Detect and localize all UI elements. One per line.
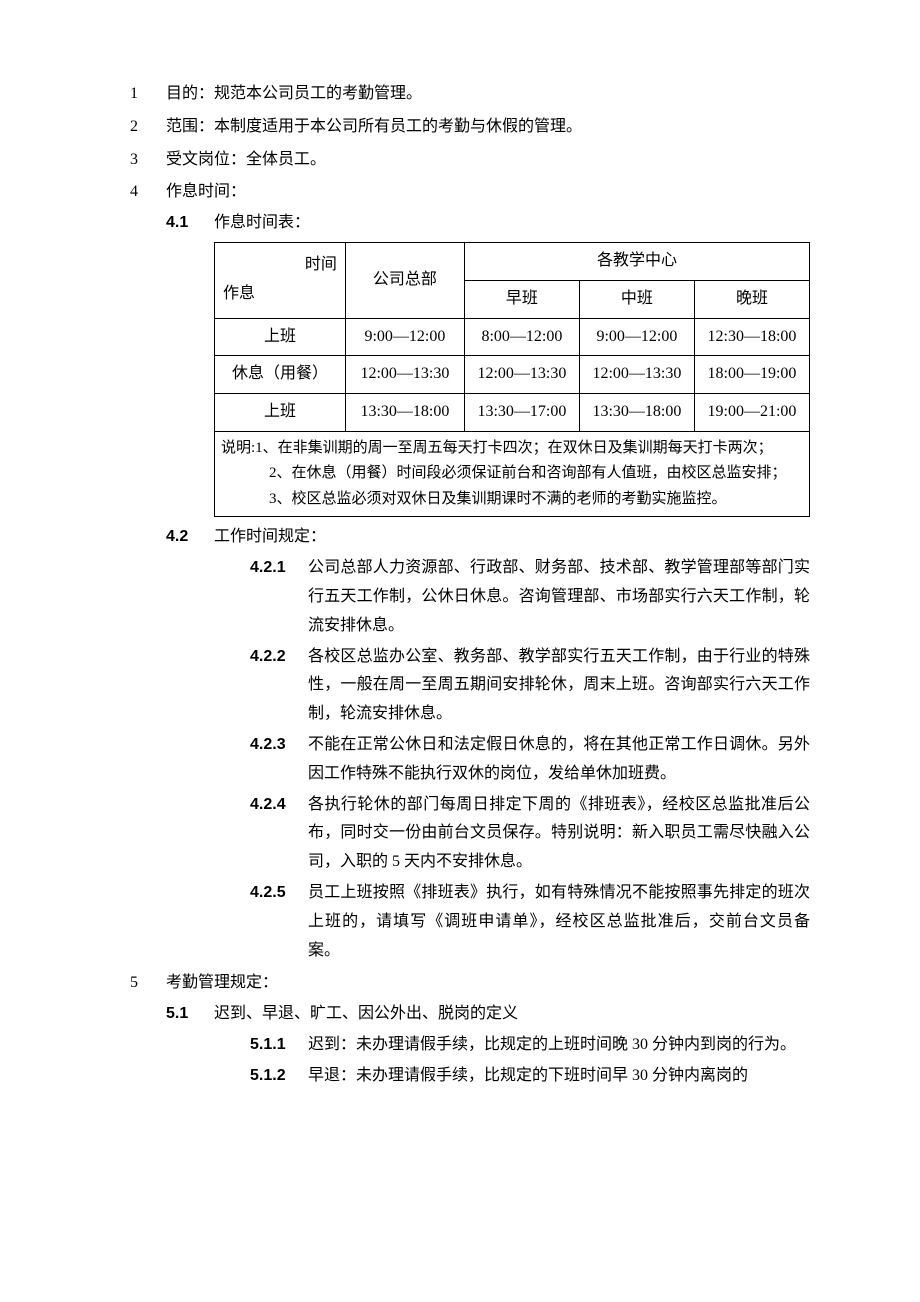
item-4-2: 4.2 工作时间规定： 4.2.1 公司总部人力资源部、行政部、财务部、技术部、… <box>166 523 810 965</box>
cell: 12:30—18:00 <box>694 318 809 356</box>
sub-label: 迟到、早退、旷工、因公外出、脱岗的定义 <box>214 1005 518 1022</box>
table-row: 上班 9:00—12:00 8:00—12:00 9:00—12:00 12:3… <box>215 318 810 356</box>
sub2-text: 不能在正常公休日和法定假日休息的，将在其他正常工作日调休。另外因工作特殊不能执行… <box>308 731 810 789</box>
row-name: 休息（用餐） <box>215 356 346 394</box>
cell: 9:00—12:00 <box>579 318 694 356</box>
sub-content: 工作时间规定： 4.2.1 公司总部人力资源部、行政部、财务部、技术部、教学管理… <box>214 523 810 965</box>
item-4-2-2: 4.2.2 各校区总监办公室、教务部、教学部实行五天工作制，由于行业的特殊性，一… <box>250 643 810 729</box>
diag-top: 时间 <box>223 251 337 280</box>
sub2-text: 公司总部人力资源部、行政部、财务部、技术部、教学管理部等部门实行五天工作制，公休… <box>308 554 810 640</box>
sub-number: 4.1 <box>166 209 214 521</box>
diag-bot: 作息 <box>223 280 337 309</box>
diagonal-header: 时间 作息 <box>215 242 346 318</box>
cell: 19:00—21:00 <box>694 394 809 432</box>
sub2-number: 4.2.5 <box>250 879 308 965</box>
item-4-2-3: 4.2.3 不能在正常公休日和法定假日休息的，将在其他正常工作日调休。另外因工作… <box>250 731 810 789</box>
table-row: 说明:1、在非集训期的周一至周五每天打卡四次；在双休日及集训期每天打卡两次； 2… <box>215 431 810 517</box>
item-number: 3 <box>130 146 166 175</box>
item-content: 作息时间： 4.1 作息时间表： 时间 作息 公司总部 各教学中心 <box>166 178 810 965</box>
sub2-number: 5.1.1 <box>250 1031 308 1060</box>
cell: 12:00—13:30 <box>579 356 694 394</box>
col-shift: 中班 <box>579 280 694 318</box>
item-number: 2 <box>130 113 166 142</box>
cell: 13:30—18:00 <box>345 394 464 432</box>
item-5-1-2: 5.1.2 早退：未办理请假手续，比规定的下班时间早 30 分钟内离岗的 <box>250 1062 810 1091</box>
sub2-number: 4.2.1 <box>250 554 308 640</box>
col-hq: 公司总部 <box>345 242 464 318</box>
item-4-2-4: 4.2.4 各执行轮休的部门每周日排定下周的《排班表》，经校区总监批准后公布，同… <box>250 791 810 877</box>
table-row: 休息（用餐） 12:00—13:30 12:00—13:30 12:00—13:… <box>215 356 810 394</box>
item-content: 范围：本制度适用于本公司所有员工的考勤与休假的管理。 <box>166 113 810 142</box>
sub2-number: 5.1.2 <box>250 1062 308 1091</box>
item-5: 5 考勤管理规定： 5.1 迟到、早退、旷工、因公外出、脱岗的定义 5.1.1 … <box>130 969 810 1090</box>
cell: 12:00—13:30 <box>345 356 464 394</box>
item-text: 规范本公司员工的考勤管理。 <box>214 85 422 102</box>
item-4-2-5: 4.2.5 员工上班按照《排班表》执行，如有特殊情况不能按照事先排定的班次上班的… <box>250 879 810 965</box>
item-text: 全体员工。 <box>246 151 326 168</box>
sub2-number: 4.2.4 <box>250 791 308 877</box>
item-3: 3 受文岗位：全体员工。 <box>130 146 810 175</box>
sub-number: 4.2 <box>166 523 214 965</box>
note-2: 2、在休息（用餐）时间段必须保证前台和咨询部有人值班，由校区总监安排； <box>221 461 803 487</box>
item-label: 受文岗位： <box>166 151 246 168</box>
col-centers: 各教学中心 <box>464 242 809 280</box>
sub2-text: 迟到：未办理请假手续，比规定的上班时间晚 30 分钟内到岗的行为。 <box>308 1031 810 1060</box>
cell: 9:00—12:00 <box>345 318 464 356</box>
item-label: 范围： <box>166 118 214 135</box>
item-4-1: 4.1 作息时间表： 时间 作息 公司总部 各教学中心 <box>166 209 810 521</box>
sub2-text: 员工上班按照《排班表》执行，如有特殊情况不能按照事先排定的班次上班的，请填写《调… <box>308 879 810 965</box>
sub2-number: 4.2.3 <box>250 731 308 789</box>
schedule-table: 时间 作息 公司总部 各教学中心 早班 中班 晚班 上班 <box>214 242 810 517</box>
note-3: 3、校区总监必须对双休日及集训期课时不满的老师的考勤实施监控。 <box>221 487 803 513</box>
sub2-number: 4.2.2 <box>250 643 308 729</box>
item-text: 本制度适用于本公司所有员工的考勤与休假的管理。 <box>214 118 582 135</box>
sub2-text: 早退：未办理请假手续，比规定的下班时间早 30 分钟内离岗的 <box>308 1062 810 1091</box>
item-4-2-1: 4.2.1 公司总部人力资源部、行政部、财务部、技术部、教学管理部等部门实行五天… <box>250 554 810 640</box>
notes-cell: 说明:1、在非集训期的周一至周五每天打卡四次；在双休日及集训期每天打卡两次； 2… <box>215 431 810 517</box>
item-4: 4 作息时间： 4.1 作息时间表： 时间 作息 公司总部 各教学中心 <box>130 178 810 965</box>
table-row: 上班 13:30—18:00 13:30—17:00 13:30—18:00 1… <box>215 394 810 432</box>
cell: 8:00—12:00 <box>464 318 579 356</box>
item-content: 受文岗位：全体员工。 <box>166 146 810 175</box>
item-5-1: 5.1 迟到、早退、旷工、因公外出、脱岗的定义 5.1.1 迟到：未办理请假手续… <box>166 1000 810 1090</box>
document-body: 1 目的：规范本公司员工的考勤管理。 2 范围：本制度适用于本公司所有员工的考勤… <box>130 80 810 1091</box>
row-name: 上班 <box>215 318 346 356</box>
sub2-text: 各执行轮休的部门每周日排定下周的《排班表》，经校区总监批准后公布，同时交一份由前… <box>308 791 810 877</box>
item-5-1-1: 5.1.1 迟到：未办理请假手续，比规定的上班时间晚 30 分钟内到岗的行为。 <box>250 1031 810 1060</box>
sub-content: 作息时间表： 时间 作息 公司总部 各教学中心 早班 中班 <box>214 209 810 521</box>
item-number: 5 <box>130 969 166 1090</box>
row-name: 上班 <box>215 394 346 432</box>
item-number: 1 <box>130 80 166 109</box>
sub-label: 作息时间表： <box>214 214 310 231</box>
item-content: 目的：规范本公司员工的考勤管理。 <box>166 80 810 109</box>
sub2-text: 各校区总监办公室、教务部、教学部实行五天工作制，由于行业的特殊性，一般在周一至周… <box>308 643 810 729</box>
item-number: 4 <box>130 178 166 965</box>
cell: 13:30—17:00 <box>464 394 579 432</box>
cell: 13:30—18:00 <box>579 394 694 432</box>
cell: 12:00—13:30 <box>464 356 579 394</box>
item-label: 作息时间： <box>166 183 246 200</box>
sub-content: 迟到、早退、旷工、因公外出、脱岗的定义 5.1.1 迟到：未办理请假手续，比规定… <box>214 1000 810 1090</box>
item-label: 目的： <box>166 85 214 102</box>
item-label: 考勤管理规定： <box>166 974 278 991</box>
col-shift: 晚班 <box>694 280 809 318</box>
sub-number: 5.1 <box>166 1000 214 1090</box>
note-1: 说明:1、在非集训期的周一至周五每天打卡四次；在双休日及集训期每天打卡两次； <box>221 440 773 456</box>
item-1: 1 目的：规范本公司员工的考勤管理。 <box>130 80 810 109</box>
table-row: 时间 作息 公司总部 各教学中心 <box>215 242 810 280</box>
item-2: 2 范围：本制度适用于本公司所有员工的考勤与休假的管理。 <box>130 113 810 142</box>
col-shift: 早班 <box>464 280 579 318</box>
item-content: 考勤管理规定： 5.1 迟到、早退、旷工、因公外出、脱岗的定义 5.1.1 迟到… <box>166 969 810 1090</box>
sub-label: 工作时间规定： <box>214 528 326 545</box>
cell: 18:00—19:00 <box>694 356 809 394</box>
